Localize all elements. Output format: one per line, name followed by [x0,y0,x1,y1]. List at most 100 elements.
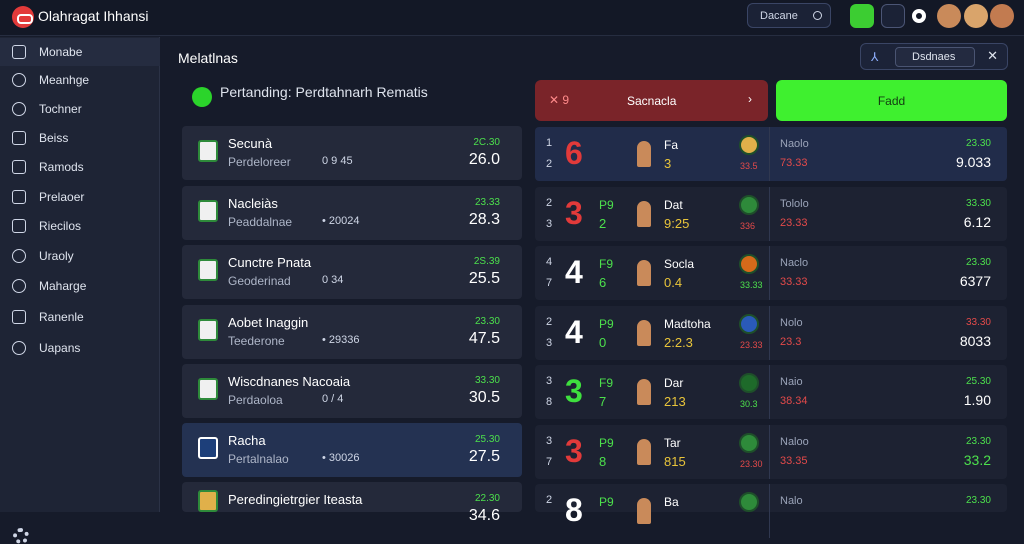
player-name: Fa [664,138,679,152]
period-value: 2 [599,216,607,231]
score: 8 [565,492,583,528]
match-info: 0 34 [322,274,344,286]
stat-name: Naolo [780,138,809,150]
match-row[interactable]: 3 7 3 P9 8 Tar 815 23.30 Naloo 33.35 23.30 33.2 [535,425,1007,479]
team-sub: Peaddalnae [228,215,293,229]
folder-icon [12,160,26,174]
fadd-button[interactable]: Fadd [776,80,1007,121]
filter-label[interactable]: Dsdnaes [895,47,975,67]
app-logo-icon[interactable] [12,6,34,28]
odds-value: 27.5 [468,448,500,465]
period-label: F9 [599,257,614,271]
player-name: Dar [664,376,684,390]
chat-icon [12,131,26,145]
sidebar-item-label: Ramods [39,160,84,174]
controller-icon[interactable] [881,4,905,28]
player-icon [637,260,651,286]
match-row[interactable]: 4 7 4 F9 6 Socla 0.4 33.33 Naclo 33.33 23.30 6377 [535,246,1007,300]
stat-value: 33.35 [780,455,808,467]
match-row[interactable]: 2 3 4 P9 0 Madtoha 2:2.3 23.33 Nolo 23.3 33.30 8033 [535,306,1007,360]
odds-value: 26.0 [468,151,500,168]
player-stat: 0.4 [664,275,683,290]
button-label: Sacnacla [627,94,677,108]
score: 3 [565,433,583,469]
odds-value: 28.3 [468,211,500,228]
odds-change: 23.30 [474,316,500,327]
player-icon [637,498,651,524]
odds-change: 2C.30 [473,137,500,148]
player-stat: 9:25 [664,216,690,231]
score: 3 [565,373,583,409]
odds-change: 23.30 [965,257,991,268]
stat-value: 38.34 [780,395,808,407]
filter-tab[interactable]: ⅄ Dsdnaes ✕ [860,43,1008,70]
match-card[interactable]: Nacleiàs Peaddalnae • 20024 23.33 28.3 [182,186,522,240]
account-avatar[interactable] [990,4,1014,28]
team-sub: Perdaoloa [228,393,283,407]
club-crest-icon [739,373,759,393]
crest-value: 336 [740,221,756,231]
notification-icon[interactable] [912,9,926,23]
sidebar-item-uapans[interactable]: Uapans [0,334,160,362]
match-card[interactable]: Wiscdnanes Nacoaia Perdaoloa 0 / 4 33.30 30.… [182,364,522,418]
period-label: P9 [599,317,614,331]
score: 4 [565,314,583,350]
match-card[interactable]: Racha Pertalnalao • 30026 25.30 27.5 [182,423,522,477]
odds-value: 8033 [959,333,991,349]
sidebar-item-label: Uraoly [39,249,74,263]
sacnacla-button[interactable]: ✕ 9 Sacnacla › [535,80,768,121]
team-sub: Geoderinad [228,274,291,288]
sidebar-item-monabe[interactable]: Monabe [0,38,160,66]
match-row[interactable]: 3 8 3 F9 7 Dar 213 30.3 Naio 38.34 25.30 1.90 [535,365,1007,419]
team-badge-icon [198,319,218,341]
team-sub: Teederone [228,334,285,348]
close-icon[interactable]: ✕ [987,48,998,63]
match-card[interactable]: Aobet Inaggin Teederone • 29336 23.30 47.5 [182,305,522,359]
match-card[interactable]: Cunctre Pnata Geoderinad 0 34 2S.39 25.5 [182,245,522,299]
odds-change: 23.30 [965,436,991,447]
odds-change: 33.30 [474,375,500,386]
row-rank: 3 [546,375,553,387]
filter-icon[interactable]: ⅄ [871,50,879,64]
sidebar-item-uraoly[interactable]: Uraoly [0,242,160,270]
match-info: 0 9 45 [322,155,353,167]
row-rank: 3 [546,435,553,447]
sidebar-item-riecilos[interactable]: Riecilos [0,212,160,240]
sidebar-item-beiss[interactable]: Beiss [0,124,160,152]
sidebar-item-ranenle[interactable]: Ranenle [0,303,160,331]
match-card[interactable]: Secunà Perdeloreer 0 9 45 2C.30 26.0 [182,126,522,180]
search-label: Dacane [760,10,798,22]
score: 4 [565,254,583,290]
row-rank: 2 [546,316,553,328]
sidebar-item-tochner[interactable]: Tochner [0,95,160,123]
odds-value: 6.12 [963,214,991,230]
avatar[interactable] [937,4,961,28]
match-row[interactable]: 1 2 6 Fa 3 33.5 Naolo 73.33 23.30 9.033 [535,127,1007,181]
match-row[interactable]: 2 3 3 P9 2 Dat 9:25 336 Tololo 23.33 33.30 6.12 [535,187,1007,241]
search-box[interactable]: Dacane [747,3,831,28]
player-stat: 3 [664,156,672,171]
crest-value: 23.33 [740,340,763,350]
sidebar-item-ramods[interactable]: Ramods [0,153,160,181]
stat-name: Naclo [780,257,809,269]
player-icon [637,141,651,167]
match-row[interactable]: 2 8 P9 Ba Nalo 23.30 [535,484,1007,538]
match-card[interactable]: Peredingietrgier Iteasta 22.30 34.6 [182,482,522,524]
profile-avatar[interactable] [964,4,988,28]
player-stat: 2:2.3 [664,335,693,350]
club-crest-icon [739,135,759,155]
divider [769,246,770,300]
player-icon [637,201,651,227]
sidebar-item-label: Beiss [39,131,69,145]
sidebar-item-prelaoer[interactable]: Prelaoer [0,183,160,211]
sidebar-item-label: Riecilos [39,219,82,233]
player-icon [637,320,651,346]
live-toggle-icon[interactable] [850,4,874,28]
sidebar-item-meanhge[interactable]: Meanhge [0,66,160,94]
odds-change: 23.33 [474,197,500,208]
crest-value: 33.33 [740,280,763,290]
sidebar-item-maharge[interactable]: Maharge [0,272,160,300]
team-badge-icon [198,200,218,222]
search-icon[interactable] [813,11,822,20]
gear-icon[interactable] [13,528,29,544]
